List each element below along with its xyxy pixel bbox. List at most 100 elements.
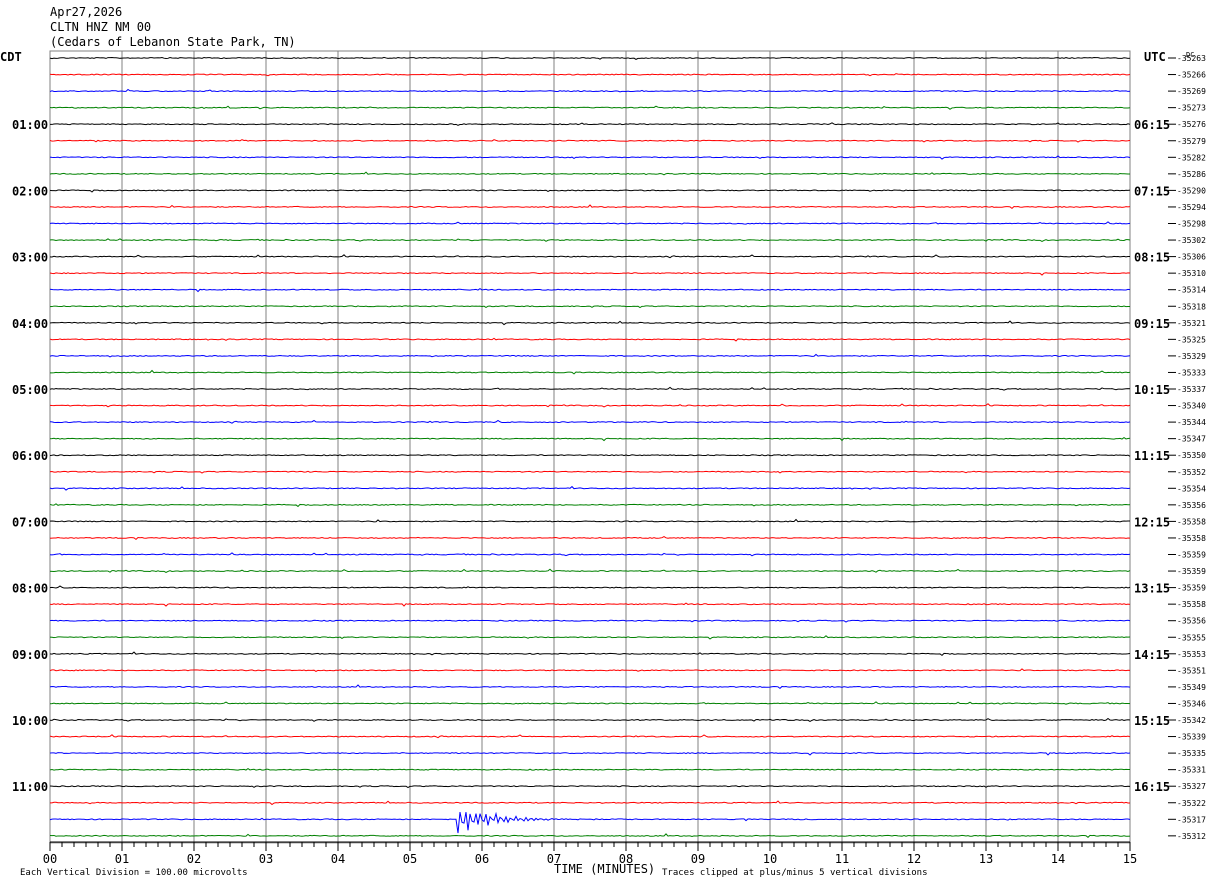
location-label: (Cedars of Lebanon State Park, TN) [50,35,296,49]
x-tick-label: 00 [43,852,57,866]
utc-hour-label: 06:15 [1134,118,1170,132]
dc-offset-label: -35344 [1177,418,1206,427]
trace-row-47 [49,833,1131,838]
utc-hour-label: 14:15 [1134,648,1170,662]
time-grid [49,50,1131,844]
trace-row-33 [49,602,1131,607]
x-tick-label: 01 [115,852,129,866]
dc-offset-label: -35358 [1177,517,1206,526]
trace-row-25 [49,470,1131,474]
trace-row-37 [49,668,1131,672]
dc-offset-label: -35322 [1177,799,1206,808]
trace-row-14 [49,288,1131,293]
dc-offset-label: -35325 [1177,335,1206,344]
dc-offset-label: -35321 [1177,319,1206,328]
trace-row-19 [49,369,1131,375]
cdt-hour-label: 05:00 [12,383,48,397]
utc-hour-label: 09:15 [1134,317,1170,331]
dc-offset-label: -35359 [1177,584,1206,593]
vertical-division-note: Each Vertical Division = 100.00 microvol… [20,868,248,878]
trace-row-3 [49,105,1131,110]
cdt-hour-label: 09:00 [12,648,48,662]
x-tick-label: 05 [403,852,417,866]
dc-offset-label: -35351 [1177,666,1206,675]
utc-hour-label: 10:15 [1134,383,1170,397]
x-tick-label: 10 [763,852,777,866]
trace-row-44 [49,785,1131,789]
trace-row-23 [49,436,1131,442]
dc-offset-label: -35352 [1177,468,1206,477]
dc-offset-label: -35358 [1177,534,1206,543]
trace-row-4 [49,122,1131,126]
trace-row-28 [49,518,1131,523]
dc-offset-label: -35306 [1177,253,1206,262]
dc-offset-label: -35263 [1177,54,1206,63]
cdt-label: CDT [0,50,22,64]
dc-offset-label: -35342 [1177,716,1206,725]
dc-offset-label: -35333 [1177,368,1206,377]
dc-offset-label: -35317 [1177,815,1206,824]
utc-hour-label: 08:15 [1134,251,1170,265]
trace-row-27 [49,503,1131,508]
dc-offset-label: -35356 [1177,617,1206,626]
trace-row-32 [49,585,1131,589]
dc-offset-label: -35355 [1177,633,1206,642]
cdt-hour-label: 11:00 [12,780,48,794]
dc-offset-label: -35314 [1177,286,1206,295]
utc-hour-label: 16:15 [1134,780,1170,794]
x-tick-label: 03 [259,852,273,866]
dc-offset-label: -35358 [1177,600,1206,609]
trace-row-15 [49,305,1131,309]
trace-row-40 [49,717,1131,722]
dc-offset-label: -35329 [1177,352,1206,361]
dc-offset-label: -35354 [1177,484,1206,493]
trace-row-21 [49,403,1131,408]
trace-row-26 [49,485,1131,491]
trace-row-20 [49,386,1131,391]
dc-offset-label: -35339 [1177,733,1206,742]
plot-frame [49,50,1131,844]
x-tick-label: 04 [331,852,345,866]
dc-offset-label: -35346 [1177,699,1206,708]
trace-row-16 [49,320,1131,326]
utc-hour-label: 07:15 [1134,184,1170,198]
trace-row-46 [49,811,1131,834]
dc-offset-label: -35318 [1177,302,1206,311]
dc-offset-label: -35337 [1177,385,1206,394]
x-tick-label: 14 [1051,852,1065,866]
dc-offset-label: -35359 [1177,551,1206,560]
dc-offset-label: -35349 [1177,683,1206,692]
dc-offset-label: -35340 [1177,402,1206,411]
trace-row-42 [49,752,1131,756]
trace-row-24 [49,454,1131,457]
station-label: CLTN HNZ NM 00 [50,20,151,34]
trace-row-22 [49,419,1131,424]
dc-offset-label: -35282 [1177,153,1206,162]
dc-offset-label: -35353 [1177,650,1206,659]
cdt-hour-label: 07:00 [12,515,48,529]
x-tick-label: 09 [691,852,705,866]
trace-row-34 [49,619,1131,623]
dc-label: DC [1186,51,1194,59]
dc-offset-label: -35269 [1177,87,1206,96]
trace-row-11 [49,238,1131,243]
cdt-hour-label: 10:00 [12,714,48,728]
dc-offset-label: -35312 [1177,832,1206,841]
x-tick-label: 08 [619,852,633,866]
cdt-hour-label: 02:00 [12,184,48,198]
dc-offset-label: -35266 [1177,71,1206,80]
x-tick-label: 15 [1123,852,1137,866]
dc-offset-label: -35356 [1177,501,1206,510]
dc-offset-labels: -35263 -35266 -35269 -35273 -35276 -35279 -352… [1168,54,1206,841]
x-tick-label: 06 [475,852,489,866]
cdt-hour-labels: 01:00 02:00 03:00 04:00 05:00 06:00 07:00 08:00… [12,118,48,794]
trace-row-7 [49,171,1131,176]
utc-hour-labels: 06:15 07:15 08:15 09:15 10:15 11:15 12:15 13:15… [1134,118,1170,794]
trace-row-29 [49,536,1131,541]
trace-row-9 [49,204,1131,210]
trace-row-41 [49,734,1131,739]
dc-offset-label: -35290 [1177,186,1206,195]
utc-hour-label: 15:15 [1134,714,1170,728]
trace-row-36 [49,651,1131,657]
